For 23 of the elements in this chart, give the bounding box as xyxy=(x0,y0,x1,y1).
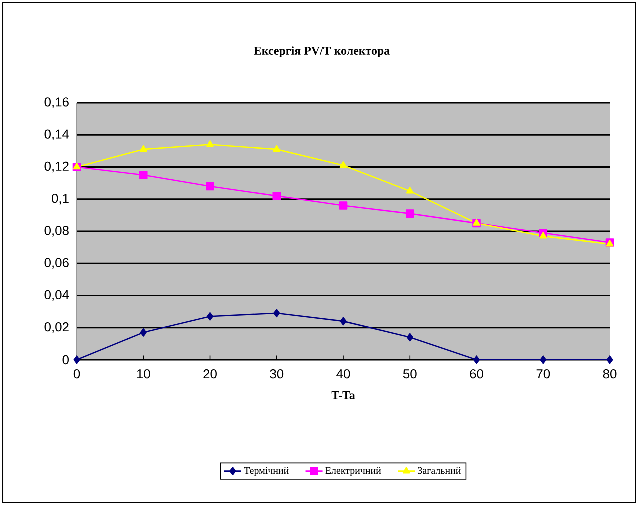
x-tick-label: 40 xyxy=(336,370,350,379)
chart-title: Ексергія PV/T колектора xyxy=(254,46,390,58)
legend-label: Термічний xyxy=(244,467,289,476)
y-tick-label: 0,16 xyxy=(44,98,69,108)
x-tick-label: 80 xyxy=(603,370,617,379)
x-tick-label: 50 xyxy=(403,370,417,379)
y-tick-label: 0,14 xyxy=(44,130,70,140)
x-tick-label: 20 xyxy=(204,370,217,379)
y-tick-label: 0,12 xyxy=(44,162,69,173)
y-tick-label: 0,04 xyxy=(44,290,70,302)
legend-label: Загальний xyxy=(418,467,461,474)
y-tick-label: 0 xyxy=(62,355,69,365)
y-tick-label: 0,02 xyxy=(44,322,69,334)
y-tick-label: 0,06 xyxy=(44,258,69,269)
x-tick-label: 60 xyxy=(470,370,484,379)
y-tick-label: 0,08 xyxy=(44,226,69,237)
x-tick-label: 10 xyxy=(137,370,150,379)
legend-label: Електричний xyxy=(326,467,382,476)
x-tick-label: 30 xyxy=(270,370,284,379)
x-tick-label: 70 xyxy=(536,370,550,379)
x-axis-title: T-Ta xyxy=(332,392,356,400)
x-tick-label: 0 xyxy=(74,370,80,379)
y-tick-label: 0,1 xyxy=(52,194,69,205)
